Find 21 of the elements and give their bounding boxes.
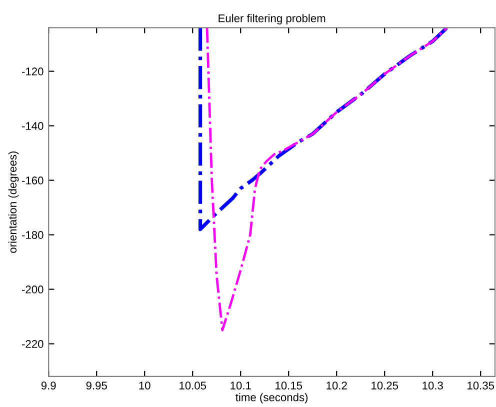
x-tick-label: 10.15 (276, 382, 302, 390)
x-tick-label: 10.25 (372, 382, 398, 390)
x-axis-title: time (seconds) (236, 393, 308, 404)
x-tick-label: 9.9 (41, 382, 56, 390)
x-tick-label: 10 (139, 382, 150, 390)
y-axis-title: orientation (degrees) (8, 151, 19, 253)
y-tick-label: -200 (22, 286, 44, 294)
y-tick-label: -160 (22, 176, 44, 184)
x-tick-label: 10.35 (468, 382, 494, 390)
x-tick-label: 10.3 (422, 382, 443, 390)
x-tick-label: 10.05 (180, 382, 206, 390)
line-series (198, 28, 449, 232)
x-tick-label: 10.2 (326, 382, 347, 390)
x-tick-label: 10.1 (230, 382, 251, 390)
y-tick-label: -220 (22, 340, 44, 348)
x-tick-label: 9.95 (86, 382, 107, 390)
y-tick-label: -180 (22, 231, 44, 239)
chart-title: Euler filtering problem (218, 14, 326, 24)
y-tick-label: -140 (22, 122, 44, 130)
y-tick-label: -120 (22, 68, 44, 76)
line-series (206, 28, 448, 332)
